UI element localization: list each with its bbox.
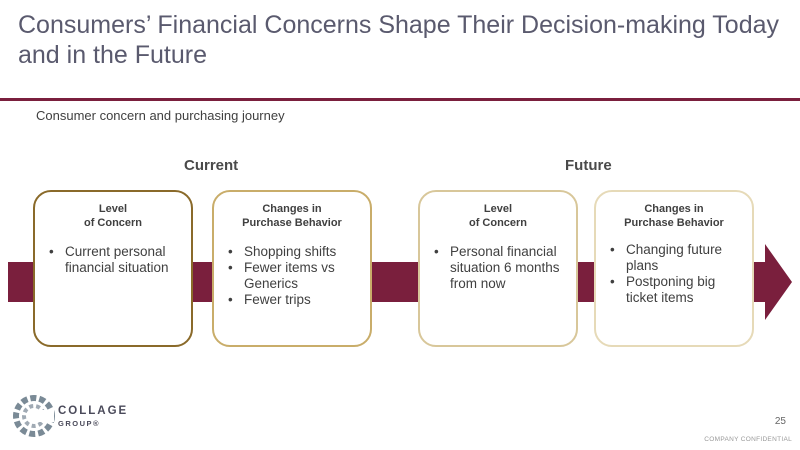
- current-label: Current: [184, 157, 239, 174]
- bullet-item: Changing future plans: [608, 242, 740, 274]
- bullet-item: Fewer trips: [226, 292, 358, 308]
- card-future-behavior: Changes in Purchase Behavior Changing fu…: [594, 190, 754, 347]
- page-number: 25: [774, 416, 786, 427]
- card-heading: Level of Concern: [468, 203, 528, 229]
- bullet-item: Postponing big ticket items: [608, 274, 740, 306]
- title-divider: [0, 98, 800, 101]
- logo-name: COLLAGE: [58, 405, 129, 417]
- card-heading: Changes in Purchase Behavior: [242, 203, 342, 229]
- card-bullets: Current personal financial situation: [47, 244, 179, 276]
- bullet-item: Fewer items vs Generics: [226, 260, 358, 292]
- slide-title: Consumers’ Financial Concerns Shape Thei…: [18, 11, 780, 69]
- card-future-concern: Level of Concern Personal financial situ…: [418, 190, 578, 347]
- card-bullets: Changing future plans Postponing big tic…: [608, 242, 740, 306]
- card-heading: Level of Concern: [83, 203, 143, 229]
- card-bullets: Personal financial situation 6 months fr…: [432, 244, 564, 292]
- card-heading: Changes in Purchase Behavior: [624, 203, 724, 229]
- confidential-note: COMPANY CONFIDENTIAL: [704, 436, 792, 443]
- slide-subtitle: Consumer concern and purchasing journey: [36, 108, 285, 123]
- logo-sub: GROUP®: [58, 419, 101, 428]
- card-current-behavior: Changes in Purchase Behavior Shopping sh…: [212, 190, 372, 347]
- card-bullets: Shopping shifts Fewer items vs Generics …: [226, 244, 358, 308]
- card-current-concern: Level of Concern Current personal financ…: [33, 190, 193, 347]
- future-label: Future: [565, 157, 612, 174]
- bullet-item: Personal financial situation 6 months fr…: [432, 244, 564, 292]
- bullet-item: Shopping shifts: [226, 244, 358, 260]
- bullet-item: Current personal financial situation: [47, 244, 179, 276]
- collage-logo-icon: [13, 395, 55, 437]
